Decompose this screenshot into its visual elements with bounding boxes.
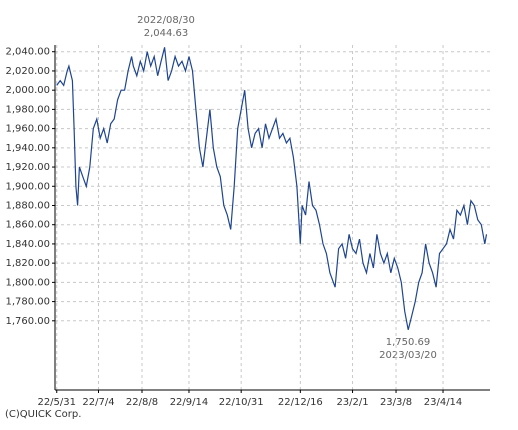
y-tick-label: 1,880.00 xyxy=(5,200,50,211)
x-tick-label: 22/10/31 xyxy=(219,397,264,408)
x-tick-label: 22/12/16 xyxy=(278,397,323,408)
x-tick-label: 22/8/8 xyxy=(126,397,158,408)
annotation-low-date: 2023/03/20 xyxy=(379,350,437,361)
y-tick-label: 1,820.00 xyxy=(5,258,50,269)
x-tick-label: 23/4/14 xyxy=(424,397,463,408)
source: (C)QUICK Corp. xyxy=(5,409,81,420)
price-line xyxy=(56,47,488,330)
x-tick-label: 23/3/8 xyxy=(380,397,412,408)
x-tick-label: 22/7/4 xyxy=(82,397,114,408)
y-tick-label: 1,780.00 xyxy=(5,297,50,308)
y-tick-label: 1,800.00 xyxy=(5,277,50,288)
y-tick-label: 1,860.00 xyxy=(5,220,50,231)
y-tick-label: 1,940.00 xyxy=(5,143,50,154)
x-tick-label: 23/2/1 xyxy=(336,397,368,408)
y-tick-label: 1,900.00 xyxy=(5,181,50,192)
y-tick-label: 1,760.00 xyxy=(5,316,50,327)
y-tick-label: 1,920.00 xyxy=(5,162,50,173)
annotation-low-value: 1,750.69 xyxy=(386,337,431,348)
annotation-high-date: 2022/08/30 xyxy=(137,15,195,26)
y-tick-label: 1,960.00 xyxy=(5,124,50,135)
y-tick-label: 1,840.00 xyxy=(5,239,50,250)
y-tick-label: 2,000.00 xyxy=(5,85,50,96)
y-tick-label: 1,980.00 xyxy=(5,104,50,115)
x-tick-label: 22/5/31 xyxy=(37,397,76,408)
x-tick-label: 22/9/14 xyxy=(170,397,209,408)
annotation-high-value: 2,044.63 xyxy=(144,28,189,39)
y-tick-label: 2,040.00 xyxy=(5,47,50,58)
y-tick-label: 2,020.00 xyxy=(5,66,50,77)
